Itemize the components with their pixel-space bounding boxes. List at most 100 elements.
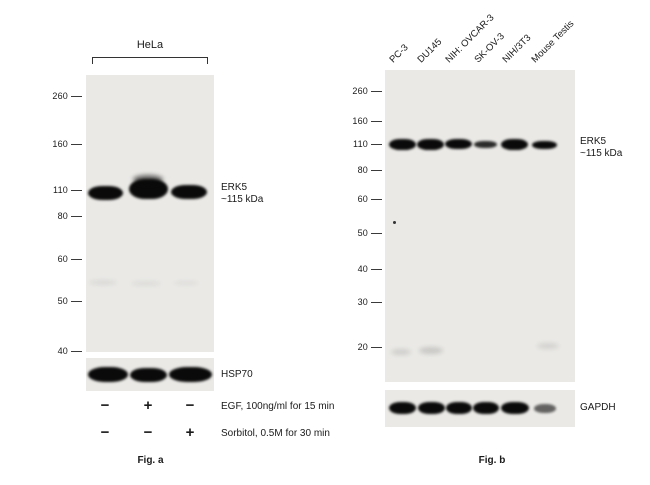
mw-marker-row: 160 xyxy=(330,116,382,126)
faint-band xyxy=(173,281,199,285)
mw-tick xyxy=(71,215,82,217)
faint-band xyxy=(89,280,117,285)
treatment-label: Sorbitol, 0.5M for 30 min xyxy=(221,428,330,439)
mw-marker-label: 110 xyxy=(353,139,368,149)
erk5-band xyxy=(532,141,557,149)
gapdh-band xyxy=(501,402,529,414)
treatment-symbol: + xyxy=(143,397,153,414)
mw-tick xyxy=(371,268,382,270)
mw-marker-label: 50 xyxy=(57,296,68,306)
hsp70-label: HSP70 xyxy=(221,369,253,380)
mw-tick xyxy=(371,346,382,348)
gapdh-band xyxy=(473,402,499,414)
mw-marker-row: 60 xyxy=(30,254,82,264)
mw-marker-label: 40 xyxy=(357,264,368,274)
treatment-symbol: − xyxy=(100,424,110,441)
mw-marker-row: 20 xyxy=(330,342,382,352)
erk5-band xyxy=(417,139,444,150)
mw-marker-label: 50 xyxy=(357,228,368,238)
erk5-band-smudge xyxy=(133,175,163,184)
hsp70-band xyxy=(169,367,212,382)
target-annotation: ERK5 ~115 kDa xyxy=(580,136,622,160)
mw-marker-row: 260 xyxy=(30,91,82,101)
mw-tick xyxy=(71,189,82,191)
target-label-erk5: ERK5 xyxy=(580,136,607,147)
artifact-speck xyxy=(393,221,396,224)
gapdh-band xyxy=(418,402,445,414)
target-label-mw: ~115 kDa xyxy=(221,194,264,205)
mw-marker-label: 160 xyxy=(352,116,368,126)
mw-tick xyxy=(371,198,382,200)
erk5-band xyxy=(389,139,416,150)
mw-marker-row: 80 xyxy=(330,165,382,175)
blot-panel-b xyxy=(385,70,575,382)
mw-marker-row: 50 xyxy=(30,296,82,306)
target-annotation: ERK5 ~115 kDa xyxy=(221,182,263,206)
mw-marker-row: 40 xyxy=(30,346,82,356)
lane-label: DU145 xyxy=(415,36,445,66)
faint-band xyxy=(391,349,411,355)
hsp70-band xyxy=(88,367,128,382)
mw-marker-label: 260 xyxy=(52,91,68,101)
faint-band xyxy=(537,343,559,349)
target-label-mw: ~115 kDa xyxy=(580,148,623,159)
mw-marker-row: 40 xyxy=(330,264,382,274)
erk5-band xyxy=(474,141,497,148)
mw-marker-row: 160 xyxy=(30,139,82,149)
treatment-label: EGF, 100ng/ml for 15 min xyxy=(221,401,335,412)
treatment-symbol: − xyxy=(143,424,153,441)
mw-tick xyxy=(371,143,382,145)
gapdh-band xyxy=(534,404,556,413)
mw-marker-label: 40 xyxy=(57,346,68,356)
mw-tick xyxy=(371,120,382,122)
mw-tick xyxy=(371,90,382,92)
blot-panel-a xyxy=(86,75,214,352)
erk5-band xyxy=(501,139,528,150)
sample-label-hela: HeLa xyxy=(136,39,164,51)
figure-caption-b: Fig. b xyxy=(478,455,506,466)
gapdh-band xyxy=(446,402,472,414)
mw-tick xyxy=(371,232,382,234)
mw-marker-row: 110 xyxy=(30,185,82,195)
mw-tick xyxy=(71,350,82,352)
mw-marker-label: 80 xyxy=(357,165,368,175)
gapdh-band xyxy=(389,402,416,414)
bracket-hela xyxy=(92,57,208,64)
mw-marker-row: 30 xyxy=(330,297,382,307)
treatment-symbol: + xyxy=(185,424,195,441)
mw-tick xyxy=(71,95,82,97)
mw-marker-label: 80 xyxy=(57,211,68,221)
erk5-band xyxy=(129,179,168,199)
erk5-band xyxy=(171,185,207,199)
mw-tick xyxy=(371,169,382,171)
mw-tick xyxy=(71,143,82,145)
lane-label: PC-3 xyxy=(387,42,411,66)
mw-marker-row: 260 xyxy=(330,86,382,96)
gapdh-label: GAPDH xyxy=(580,402,616,413)
mw-marker-label: 30 xyxy=(357,297,368,307)
target-label-erk5: ERK5 xyxy=(221,182,248,193)
mw-tick xyxy=(71,300,82,302)
mw-marker-label: 60 xyxy=(357,194,368,204)
faint-band xyxy=(419,347,443,354)
mw-marker-row: 80 xyxy=(30,211,82,221)
erk5-band xyxy=(445,139,472,149)
mw-marker-label: 260 xyxy=(352,86,368,96)
faint-band xyxy=(131,281,161,286)
lane-label: Mouse Testis xyxy=(529,18,577,66)
mw-marker-label: 160 xyxy=(52,139,68,149)
figure-caption-a: Fig. a xyxy=(137,455,164,466)
mw-marker-label: 20 xyxy=(357,342,368,352)
treatment-symbol: − xyxy=(185,397,195,414)
mw-tick xyxy=(371,301,382,303)
mw-marker-row: 50 xyxy=(330,228,382,238)
mw-marker-label: 110 xyxy=(53,185,68,195)
mw-tick xyxy=(71,258,82,260)
treatment-symbol: − xyxy=(100,397,110,414)
mw-marker-row: 110 xyxy=(330,139,382,149)
mw-marker-label: 60 xyxy=(57,254,68,264)
hsp70-band xyxy=(130,368,167,382)
erk5-band xyxy=(88,186,123,200)
mw-marker-row: 60 xyxy=(330,194,382,204)
